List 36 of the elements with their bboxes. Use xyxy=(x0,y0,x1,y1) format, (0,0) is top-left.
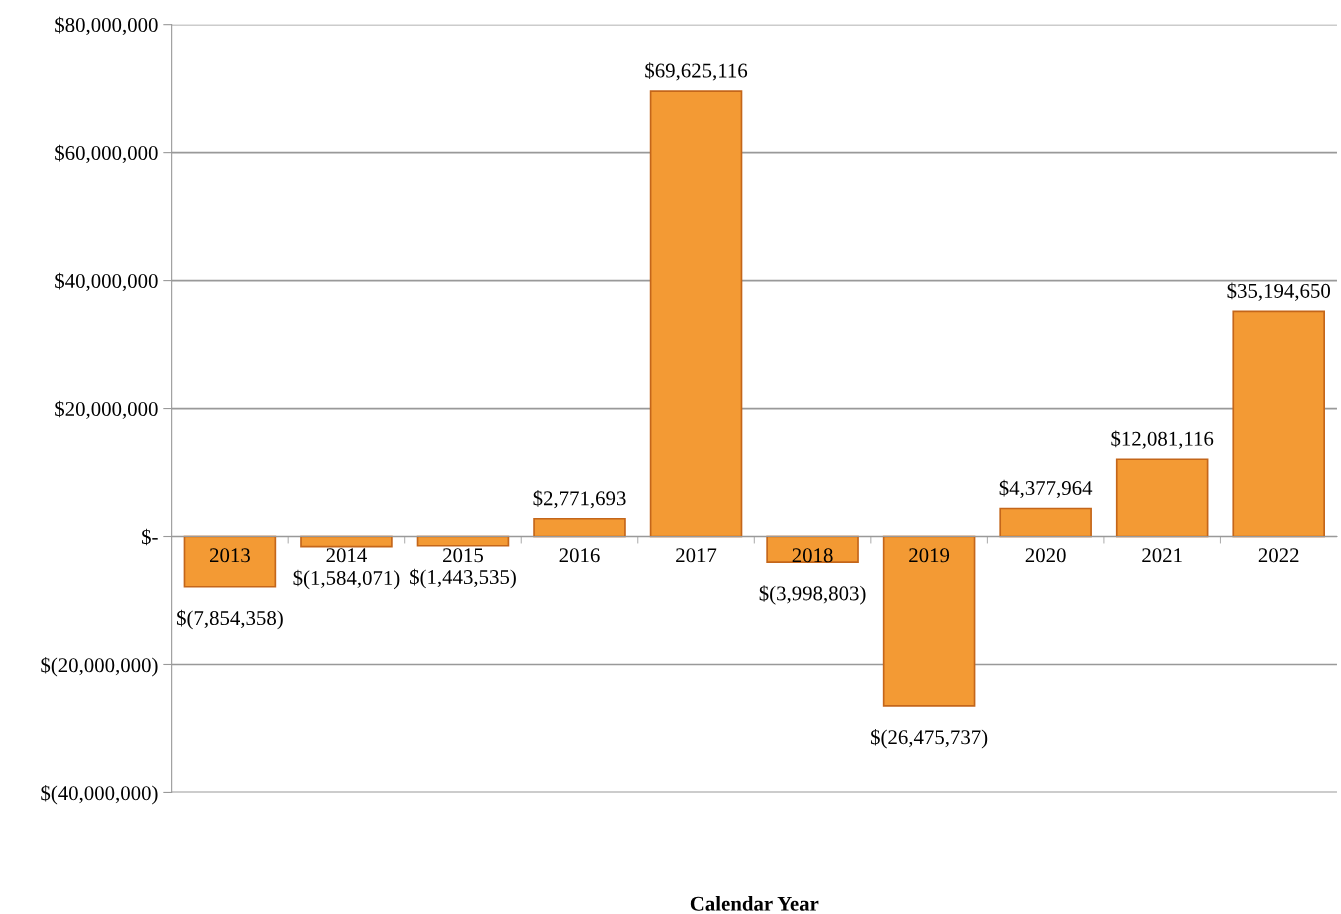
data-label: $(26,475,737) xyxy=(870,728,988,749)
x-tick-label: 2013 xyxy=(210,548,250,563)
y-tick-label: $80,000,000 xyxy=(55,16,158,36)
data-label: $4,377,964 xyxy=(999,479,1093,499)
x-tick-label: 2020 xyxy=(1025,548,1066,563)
bar xyxy=(533,517,626,538)
data-label: $(1,584,071) xyxy=(293,569,400,590)
data-label: $35,194,650 xyxy=(1227,282,1330,301)
x-tick-label: 2017 xyxy=(676,548,717,563)
data-label: $(3,998,803) xyxy=(759,585,866,605)
y-tick-label: $(40,000,000) xyxy=(41,784,158,805)
x-tick-label: 2019 xyxy=(909,548,950,563)
data-label: $(7,854,358) xyxy=(177,609,283,630)
x-tick-label: 2015 xyxy=(443,548,483,563)
x-tick-label: 2022 xyxy=(1258,548,1299,563)
bar xyxy=(882,535,976,707)
y-tick-label: $- xyxy=(142,528,158,546)
data-label: $2,771,693 xyxy=(533,490,626,509)
y-tick-label: $(20,000,000) xyxy=(41,656,158,677)
x-tick-label: 2021 xyxy=(1142,548,1182,563)
data-label: $69,625,116 xyxy=(645,62,748,81)
x-tick-label: 2014 xyxy=(326,548,367,563)
y-tick-label: $60,000,000 xyxy=(55,144,158,164)
bar xyxy=(183,535,277,588)
x-tick-label: 2018 xyxy=(792,548,833,563)
data-label: $12,081,116 xyxy=(1111,430,1214,449)
bar xyxy=(416,535,510,547)
x-axis-title: Calendar Year xyxy=(690,896,819,911)
bar xyxy=(999,507,1092,538)
bar xyxy=(1115,458,1209,538)
y-tick-label: $40,000,000 xyxy=(55,272,158,292)
data-label: $(1,443,535) xyxy=(410,568,516,589)
bar xyxy=(649,90,743,538)
x-tick-label: 2016 xyxy=(559,548,600,563)
bar xyxy=(1232,310,1325,538)
y-tick-label: $20,000,000 xyxy=(55,400,158,419)
